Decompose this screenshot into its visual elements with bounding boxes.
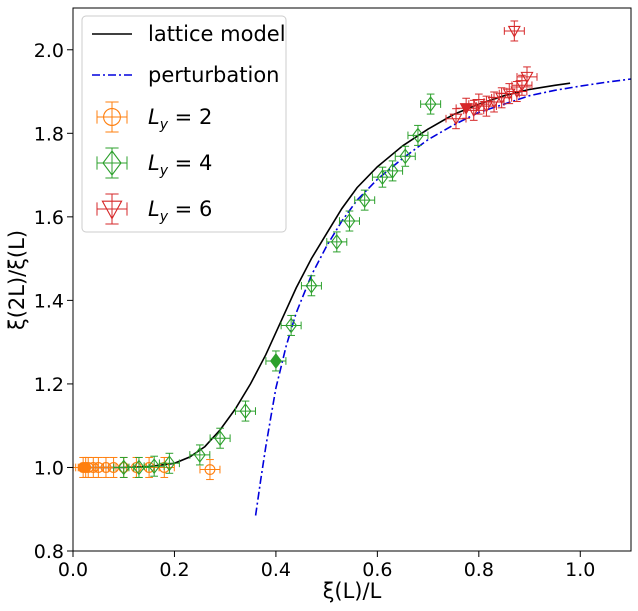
x-tick-label: 0.4: [261, 559, 291, 581]
data-point: [338, 210, 360, 232]
legend-label: lattice model: [148, 22, 286, 46]
y-tick-label: 1.4: [34, 290, 64, 312]
x-tick-label: 0.0: [58, 559, 88, 581]
x-axis-ticks: 0.0 0.2 0.4 0.6 0.8 1.0: [58, 551, 595, 581]
x-tick-label: 1.0: [565, 559, 595, 581]
data-point: [468, 93, 490, 115]
x-axis-label: ξ(L)/L: [323, 579, 382, 603]
data-point: [503, 20, 525, 42]
legend-label: Ly = 4: [148, 151, 212, 179]
data-point: [511, 74, 533, 96]
y-axis-label: ξ(2L)/ξ(L): [5, 230, 29, 330]
legend-label: Ly = 2: [148, 105, 212, 133]
data-point: [265, 350, 287, 372]
data-point: [189, 444, 211, 466]
plot-frame: [72, 7, 632, 552]
x-tick-label: 0.8: [464, 559, 494, 581]
data-point: [280, 314, 302, 336]
data-point: [516, 66, 538, 88]
data-point: [382, 160, 404, 182]
data-point: [407, 124, 429, 146]
data-point: [354, 189, 376, 211]
legend-marker: [96, 193, 128, 225]
data-point: [300, 275, 322, 297]
data-point: [209, 427, 231, 449]
data-point: [326, 231, 348, 253]
legend-label: perturbation: [148, 63, 280, 87]
y-tick-label: 2.0: [34, 40, 64, 62]
y-tick-label: 1.2: [34, 374, 64, 396]
y-axis-ticks: 0.8 1.0 1.2 1.4 1.6 1.8 2.0: [34, 40, 73, 563]
y-tick-label: 1.8: [34, 123, 64, 145]
legend-box: [81, 15, 287, 233]
data-point: [128, 456, 150, 478]
legend: lattice model perturbation Ly = 2 Ly = 4 Ly …: [81, 15, 287, 233]
legend-label: Ly = 6: [148, 197, 212, 225]
perturbation-curve: [254, 78, 631, 516]
data-point: [394, 145, 416, 167]
data-point: [475, 95, 497, 117]
legend-marker: [96, 147, 128, 179]
data-point: [199, 459, 221, 481]
y-tick-label: 0.8: [34, 541, 64, 563]
data-points-layer: [73, 20, 538, 481]
x-tick-label: 0.6: [362, 559, 392, 581]
y-tick-label: 1.6: [34, 207, 64, 229]
data-point: [234, 400, 256, 422]
legend-marker: [96, 101, 128, 133]
data-point: [420, 93, 442, 115]
y-tick-label: 1.0: [34, 457, 64, 479]
x-tick-label: 0.2: [159, 559, 189, 581]
data-point: [158, 452, 180, 474]
data-point: [143, 455, 165, 477]
